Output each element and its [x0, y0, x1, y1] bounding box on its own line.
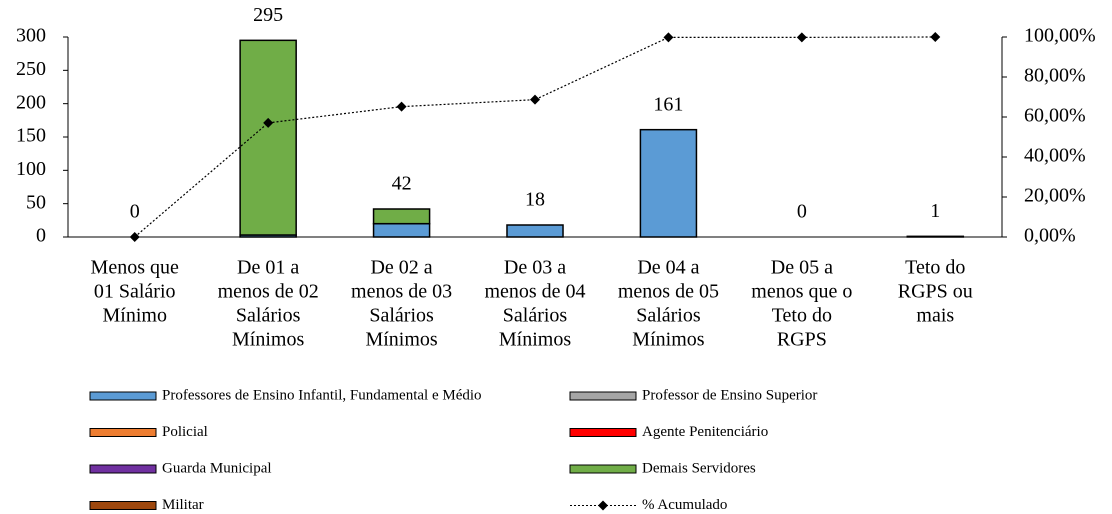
x-tick-label: RGPS	[777, 329, 827, 351]
y-tick-label: 250	[16, 58, 46, 80]
y-tick-label: 0	[36, 225, 46, 247]
x-tick-label: menos de 05	[618, 281, 719, 303]
y-tick-label: 300	[16, 25, 46, 47]
legend-label: Demais Servidores	[642, 460, 756, 476]
legend-swatch	[89, 501, 157, 510]
legend-swatch	[569, 391, 637, 401]
total-label: 161	[653, 93, 683, 115]
legend-swatch	[89, 391, 157, 401]
total-label: 18	[525, 189, 545, 211]
total-label: 295	[253, 4, 283, 26]
total-label: 0	[797, 201, 807, 223]
x-tick-label: Salários	[236, 305, 301, 327]
total-label: 42	[392, 173, 412, 195]
legend-label: Policial	[162, 424, 208, 440]
bar-segment	[372, 222, 431, 238]
x-tick-label: Salários	[636, 305, 701, 327]
bar-segment	[372, 208, 431, 225]
x-tick-label: Mínimo	[102, 305, 166, 327]
x-tick-label: Mínimos	[499, 329, 571, 351]
bar-segment	[239, 39, 297, 236]
line-marker	[129, 232, 140, 242]
legend-swatch	[569, 428, 637, 437]
x-tick-label: RGPS ou	[898, 281, 973, 303]
x-tick-label: menos de 03	[351, 281, 452, 303]
legend-label: Militar	[162, 497, 204, 513]
y2-tick-label: 60,00%	[1024, 105, 1086, 127]
total-label: 1	[930, 200, 940, 222]
x-tick-label: Menos que	[91, 257, 179, 279]
y-tick-label: 50	[26, 191, 46, 213]
bar-segment	[906, 235, 965, 238]
x-tick-label: Mínimos	[632, 329, 704, 351]
x-tick-label: menos de 02	[218, 281, 319, 303]
x-tick-label: Mínimos	[232, 329, 304, 351]
y-tick-label: 150	[16, 125, 46, 147]
x-tick-label: Mínimos	[365, 329, 437, 351]
legend-label: Professor de Ensino Superior	[642, 387, 817, 403]
y-tick-label: 200	[16, 91, 46, 113]
x-tick-label: De 05 a	[771, 257, 833, 279]
line-marker	[263, 117, 274, 128]
x-tick-label: Salários	[369, 305, 434, 327]
x-tick-label: 01 Salário	[94, 281, 176, 303]
x-tick-label: menos que o	[751, 281, 852, 303]
x-tick-label: De 03 a	[504, 257, 566, 279]
y-tick-label: 100	[16, 158, 46, 180]
x-tick-label: menos de 04	[484, 281, 585, 303]
x-tick-label: Salários	[503, 305, 568, 327]
total-label: 0	[130, 201, 140, 223]
bar-segment	[506, 224, 564, 238]
line-marker	[530, 94, 540, 105]
line-marker	[930, 32, 941, 42]
line-marker	[796, 32, 807, 43]
line-marker	[396, 101, 407, 112]
y2-tick-label: 80,00%	[1024, 65, 1086, 87]
legend-swatch	[569, 464, 637, 474]
line-marker	[663, 32, 674, 43]
x-tick-label: Teto do	[905, 257, 965, 279]
x-tick-label: mais	[916, 305, 954, 327]
y2-tick-label: 40,00%	[1024, 145, 1086, 167]
x-tick-label: De 04 a	[637, 257, 699, 279]
bar-segment	[639, 128, 698, 238]
legend-swatch	[89, 428, 157, 437]
x-tick-label: Teto do	[772, 305, 832, 327]
y2-tick-label: 0,00%	[1024, 225, 1076, 247]
legend-marker	[598, 500, 608, 511]
x-tick-label: De 01 a	[237, 257, 299, 279]
y2-tick-label: 100,00%	[1024, 25, 1096, 47]
legend-label: Agente Penitenciário	[642, 424, 768, 440]
legend-label: % Acumulado	[642, 497, 727, 513]
legend-label: Professores de Ensino Infantil, Fundamen…	[162, 387, 482, 403]
y2-tick-label: 20,00%	[1024, 185, 1086, 207]
x-tick-label: De 02 a	[370, 257, 432, 279]
legend-label: Guarda Municipal	[162, 460, 272, 476]
legend-swatch	[89, 464, 157, 474]
